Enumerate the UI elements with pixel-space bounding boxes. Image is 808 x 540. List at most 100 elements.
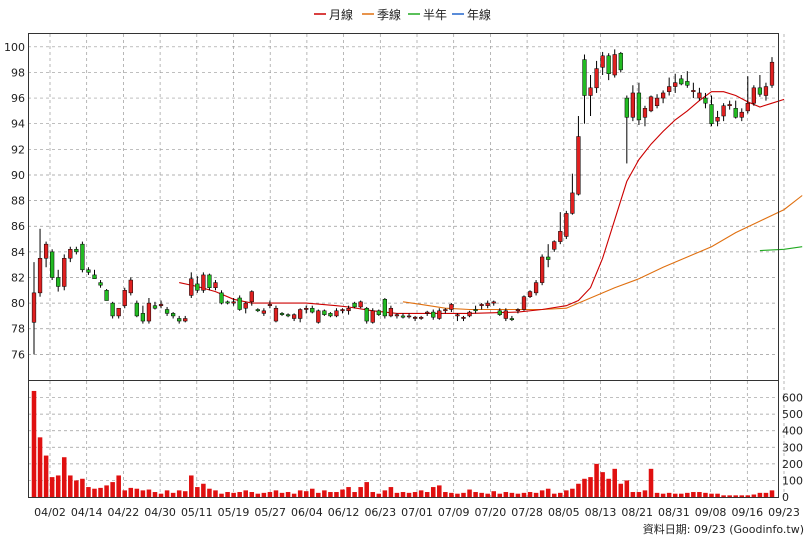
candle-body [152,305,158,309]
date-tick-label: 09/08 [695,506,727,519]
volume-bar [243,490,248,497]
price-tick-label: 94 [11,118,25,131]
volume-tick-label: 100 [782,474,803,487]
candle-body [751,87,756,104]
volume-bar [473,492,478,497]
volume-bar [116,475,121,497]
candle-body [679,78,684,85]
volume-bar [86,487,91,497]
volume-bar [297,490,303,497]
candle-body [304,307,309,310]
candle-body [540,256,545,283]
volume-bar [328,492,333,497]
date-tick-label: 04/30 [144,506,176,519]
candle-body [261,310,266,314]
candle-body [515,309,521,312]
volume-bar [406,492,412,497]
candle-body [697,92,702,99]
volume-bar [666,492,672,497]
volume-bar [685,492,690,497]
volume-bar [485,493,490,497]
volume-tick-label: 500 [782,408,803,421]
candle-body [267,304,273,306]
volume-bar [134,488,140,497]
candle-body [606,55,611,74]
volume-bar [249,492,255,497]
volume-bar [497,493,503,497]
volume-bar [189,475,194,497]
candle-body [600,55,605,68]
volume-bar [146,489,152,497]
volume-bar [219,493,224,497]
candle-body [352,302,357,308]
candle-body [388,307,394,317]
candle-body [31,292,37,323]
candle-body [394,314,400,317]
candle-body [527,291,533,297]
volume-bar [322,490,327,497]
volume-bar [80,478,85,497]
volume-bar [594,463,599,497]
legend-label-half-year: 半年 [423,8,447,22]
candle-body [98,282,103,286]
volume-bar [37,437,43,497]
candle-body [582,59,587,96]
candle-body [189,278,194,296]
candle-body [201,274,206,291]
candle-body [745,102,750,112]
candle-body [673,82,678,87]
candle-body [400,315,406,318]
candle-body [558,231,563,242]
volume-bar [691,492,696,497]
date-tick-label: 05/27 [254,506,286,519]
volume-bar [340,489,345,497]
candle-body [382,299,387,317]
price-tick-label: 78 [11,323,25,336]
candle-body [552,241,557,250]
volume-bar [515,493,521,497]
volume-grid [28,381,785,497]
price-tick-label: 90 [11,169,25,182]
candle-body [116,307,121,317]
candle-body [594,68,599,89]
candle-body [485,302,490,306]
volume-bar [576,483,581,497]
volume-bar [467,489,472,497]
volume-bar [176,490,182,497]
candle-body [37,258,43,294]
candle-body [346,307,351,312]
price-tick-label: 76 [11,348,25,361]
candle-body [231,301,236,304]
volume-bar [316,492,321,497]
candle-body [92,274,97,280]
candle-body [521,296,527,310]
volume-bar [491,491,497,497]
candle-body [618,52,623,71]
date-tick-label: 06/23 [364,506,396,519]
plot-frame [28,33,779,498]
volume-bar [527,492,533,497]
volume-bar [261,492,267,497]
candle-body [685,81,690,86]
price-tick-label: 100 [4,41,25,54]
volume-bar [715,493,720,497]
volume-bar [279,492,285,497]
candle-body [533,282,539,294]
volume-bar [624,480,630,497]
volume-bar [558,492,563,497]
volume-bar [612,468,617,497]
candle-body [122,290,127,306]
volume-bar [739,495,745,497]
candle-body [80,243,85,271]
volume-bar [672,493,678,497]
candle-body [648,96,654,112]
volume-bar [388,487,394,497]
candle-body [715,117,720,122]
volume-bar [678,493,684,497]
volume-bar [207,488,212,497]
date-tick-label: 07/20 [475,506,507,519]
candle-body [255,309,260,312]
volume-bar [68,475,73,497]
candle-body [491,301,496,304]
